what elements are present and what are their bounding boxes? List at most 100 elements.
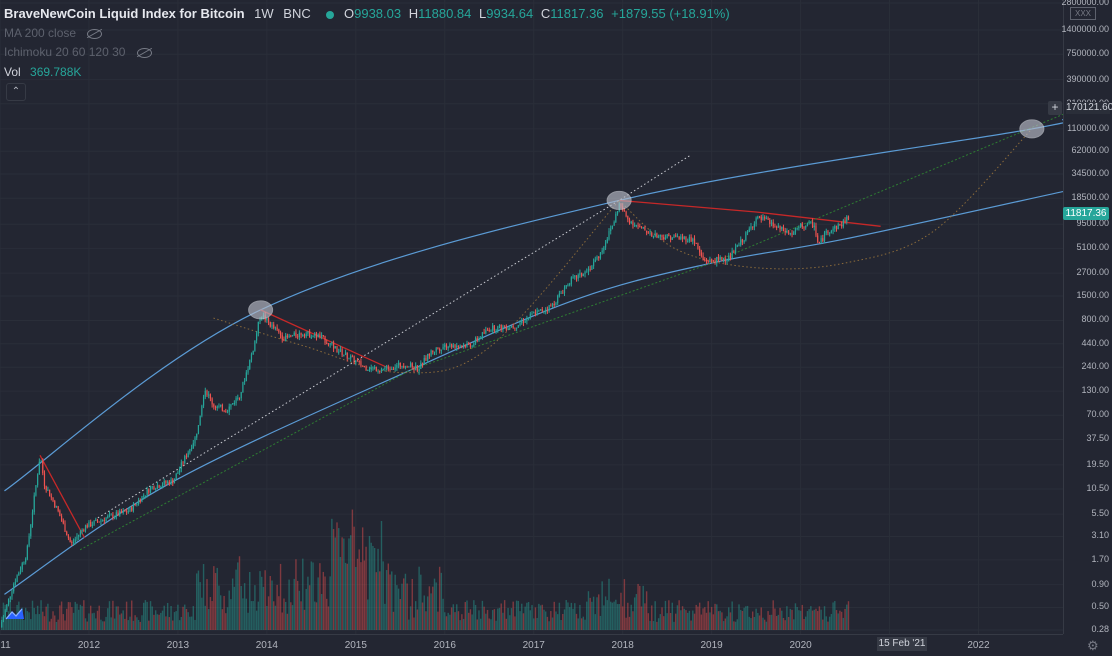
volume-bar xyxy=(671,602,673,630)
volume-bar xyxy=(666,613,668,630)
ma-legend[interactable]: MA 200 close xyxy=(4,25,103,41)
volume-bar xyxy=(329,576,331,630)
candle-body xyxy=(208,394,210,396)
volume-bar xyxy=(137,619,140,630)
price-tick-label: 5.50 xyxy=(1091,508,1109,519)
candle-body xyxy=(717,256,720,260)
volume-bar xyxy=(685,610,687,630)
price-axis[interactable]: 2800000.001400000.00750000.00390000.0021… xyxy=(1061,0,1112,634)
volume-bar xyxy=(450,607,453,630)
volume-bar xyxy=(245,598,248,630)
candle-body xyxy=(276,327,278,330)
tradingview-logo-icon[interactable] xyxy=(5,606,25,620)
candle-body xyxy=(28,536,30,546)
candle-body xyxy=(738,244,740,246)
scale-badge[interactable]: XXX xyxy=(1070,7,1096,20)
price-tick-label: 2700.00 xyxy=(1076,267,1109,278)
volume-bar xyxy=(283,598,285,630)
volume-bar xyxy=(394,574,396,630)
candle-body xyxy=(387,366,389,370)
hidden-eye-icon[interactable] xyxy=(136,47,152,58)
volume-bar xyxy=(676,605,679,630)
volume-bar xyxy=(690,620,692,630)
candle-body xyxy=(811,221,814,228)
candle-body xyxy=(428,353,430,356)
candle-body xyxy=(37,474,39,486)
candle-body xyxy=(194,437,196,444)
vol-value: 369.788K xyxy=(30,65,82,79)
candle-body xyxy=(283,339,285,342)
volume-bar xyxy=(319,563,321,630)
candle-body xyxy=(88,521,90,528)
volume-bar xyxy=(840,611,843,630)
volume-bar xyxy=(250,601,253,630)
volume-bar xyxy=(28,612,30,630)
candle-body xyxy=(117,512,119,516)
volume-bar xyxy=(295,559,297,630)
volume-bar xyxy=(375,572,378,630)
candle-body xyxy=(505,327,507,330)
candle-body xyxy=(829,232,831,234)
candle-body xyxy=(664,237,667,240)
volume-bar xyxy=(461,614,463,630)
candle-body xyxy=(481,332,484,338)
volume-bar xyxy=(587,591,590,630)
volume-bar xyxy=(177,604,179,630)
volume-bar xyxy=(615,599,617,630)
plot-area[interactable] xyxy=(0,0,1063,634)
collapse-legend-button[interactable]: ⌃ xyxy=(6,83,26,101)
candle-body xyxy=(714,261,716,264)
candle-body xyxy=(190,448,193,450)
volume-bar xyxy=(639,585,641,630)
price-tick-label: 240.00 xyxy=(1081,361,1109,372)
volume-legend[interactable]: Vol 369.788K xyxy=(4,64,81,80)
candle-body xyxy=(673,235,675,238)
ichimoku-legend[interactable]: Ichimoku 20 60 120 30 xyxy=(4,44,152,60)
candle-body xyxy=(346,352,348,359)
candle-body xyxy=(601,250,603,253)
volume-bar xyxy=(122,610,124,630)
volume-bar xyxy=(230,599,232,630)
add-alert-plus-icon[interactable]: + xyxy=(1048,101,1062,115)
candle-body xyxy=(541,309,543,312)
candle-body xyxy=(531,313,533,315)
candle-body xyxy=(19,569,22,573)
volume-bar xyxy=(148,620,150,630)
candle-body xyxy=(690,236,692,242)
settings-gear-icon[interactable]: ⚙ xyxy=(1087,638,1099,653)
candle-body xyxy=(430,350,432,356)
time-tick-label: 2020 xyxy=(789,640,812,651)
candle-body xyxy=(40,461,42,463)
price-tick-label: 0.28 xyxy=(1091,624,1109,634)
candle-body xyxy=(656,233,658,237)
candle-body xyxy=(338,351,340,353)
volume-bar xyxy=(284,601,287,630)
volume-bar xyxy=(69,602,71,630)
dotted-arc xyxy=(213,200,620,374)
candle-body xyxy=(66,531,68,536)
candle-body xyxy=(332,342,335,349)
volume-bar xyxy=(500,603,502,630)
candle-body xyxy=(11,591,13,597)
volume-bar xyxy=(745,606,747,630)
volume-bar xyxy=(551,617,554,630)
volume-bar xyxy=(391,571,393,630)
volume-bar xyxy=(107,608,109,630)
candle-body xyxy=(577,274,579,279)
candle-body xyxy=(175,473,177,480)
volume-bar xyxy=(153,614,155,630)
volume-bar xyxy=(705,612,708,630)
hidden-eye-icon[interactable] xyxy=(87,28,103,39)
volume-bar xyxy=(743,607,745,630)
candle-body xyxy=(784,231,786,233)
time-tick-label: 2014 xyxy=(255,640,278,651)
symbol-legend[interactable]: BraveNewCoin Liquid Index for Bitcoin 1W… xyxy=(4,6,730,22)
volume-bar xyxy=(464,602,466,630)
volume-bar xyxy=(733,621,735,630)
candle-body xyxy=(266,318,268,321)
candle-body xyxy=(611,225,614,229)
volume-bar xyxy=(379,571,381,630)
volume-bar xyxy=(24,607,27,630)
candle-body xyxy=(273,324,275,328)
